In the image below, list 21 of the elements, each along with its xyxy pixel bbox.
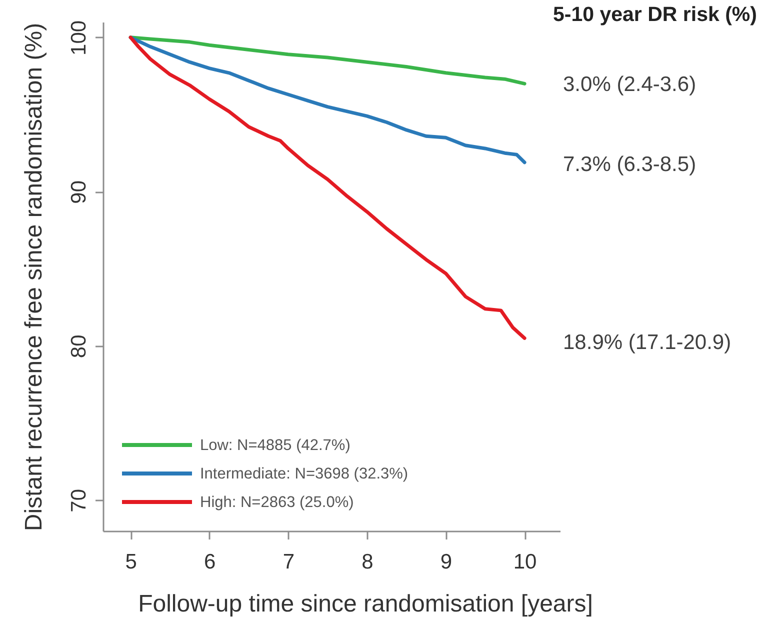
line-series [128,36,526,86]
legend-label: Intermediate: N=3698 (32.3%) [200,466,408,482]
x-tick-label: 5 [125,550,137,574]
annotation: 5-10 year DR risk (%) [553,3,757,26]
line-series [128,36,526,340]
x-tick-label: 7 [282,550,295,574]
y-tick-label: 80 [68,334,90,358]
text: 3.0% (2.4-3.6) [563,73,696,96]
y-tick-label: 100 [68,20,90,56]
y-tick-label: 70 [68,488,90,512]
x-tick-label: 8 [362,550,374,574]
legend-label: High: N=2863 (25.0%) [200,494,354,511]
x-axis-title: Follow-up time since randomisation [years] [138,590,593,617]
legend-label: Low: N=4885 (42.7%) [200,437,350,454]
x-tick-label: 10 [513,550,537,574]
x-tick-label: 9 [440,550,452,574]
text: 7.3% (6.3-8.5) [563,153,696,176]
x-tick-label: 6 [204,550,216,574]
text: 18.9% (17.1-20.9) [563,331,732,354]
y-axis-title: Distant recurrence free since randomisation (%) [20,22,48,532]
y-tick-label: 90 [68,180,90,204]
